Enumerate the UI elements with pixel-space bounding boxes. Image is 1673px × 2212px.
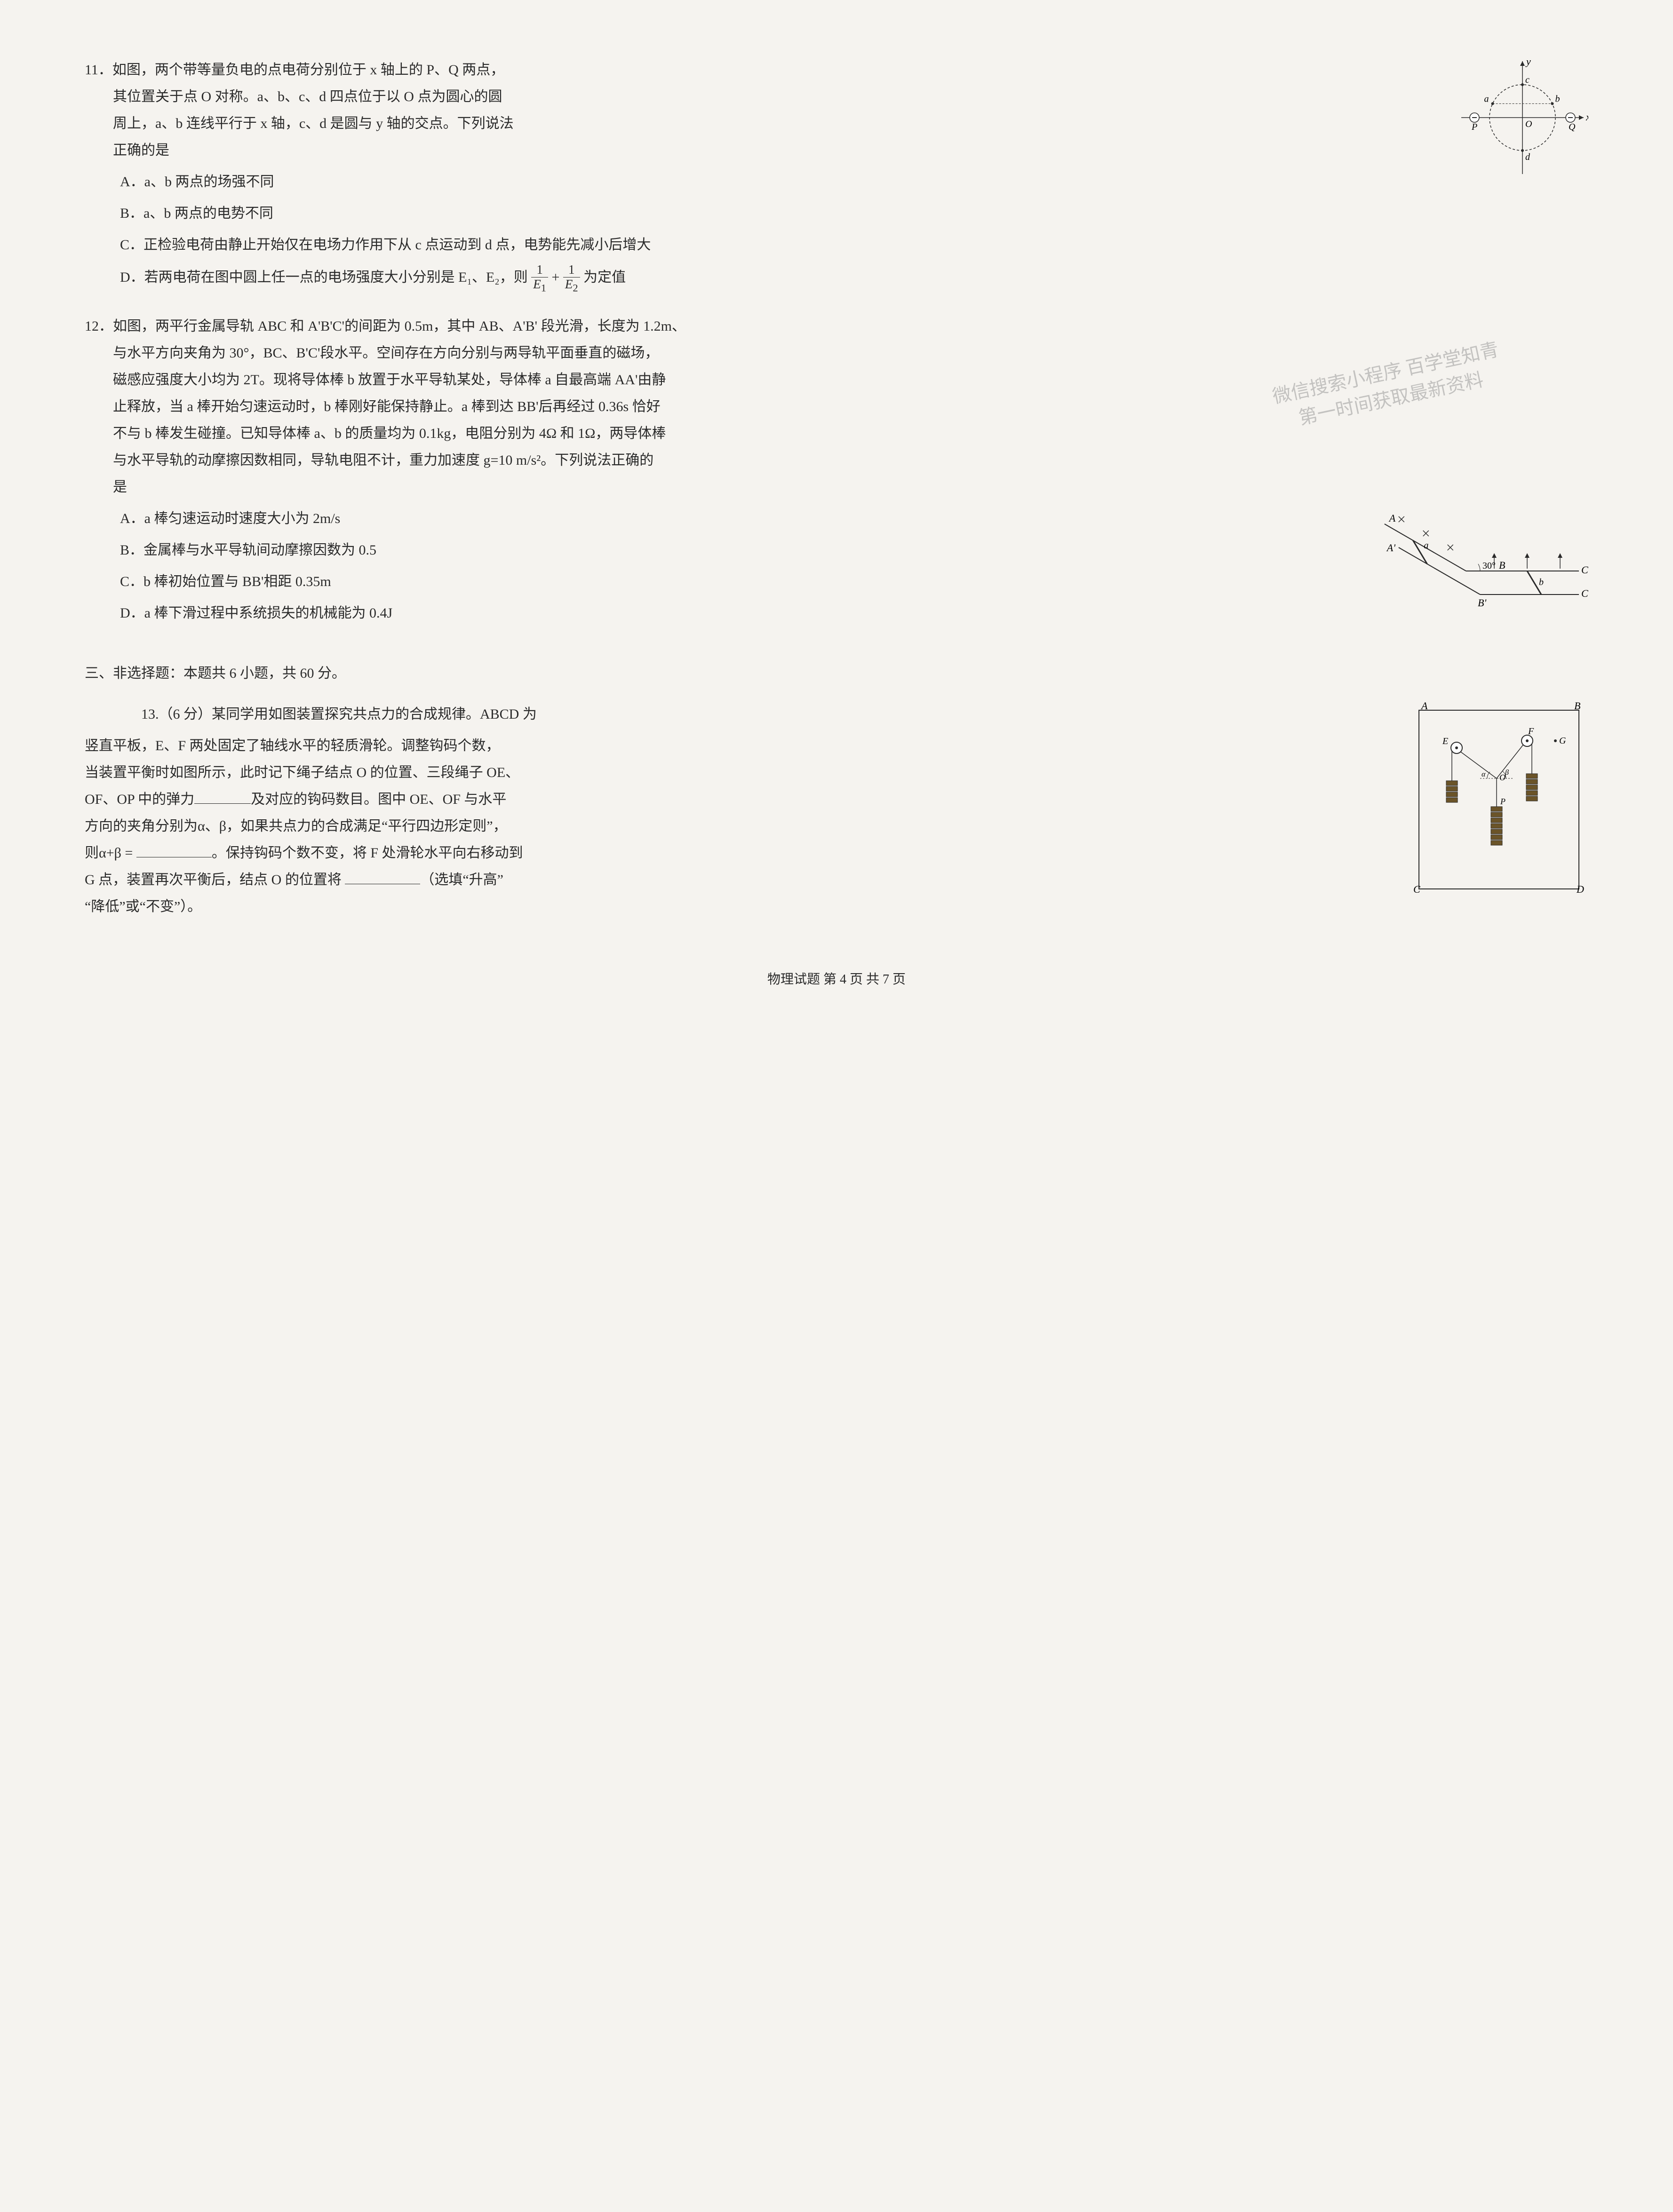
question-12: 12．如图，两平行金属导轨 ABC 和 A'B'C'的间距为 0.5m，其中 A… xyxy=(85,313,1588,641)
svg-text:B: B xyxy=(1499,559,1505,571)
q13-number: 13.（6 分） xyxy=(141,706,212,722)
svg-text:C': C' xyxy=(1581,587,1588,599)
q11-line2: 其位置关于点 O 对称。a、b、c、d 四点位于以 O 点为圆心的圆 xyxy=(85,83,1442,110)
q11-frac-1: 1E1 xyxy=(531,263,548,294)
q11-text: 11．如图，两个带等量负电的点电荷分别位于 x 轴上的 P、Q 两点， 其位置关… xyxy=(85,56,1442,227)
q12-diagram: A A' 30°B B' C C' a b xyxy=(1344,500,1588,641)
q12-line6: 与水平导轨的动摩擦因数相同，导轨电阻不计，重力加速度 g=10 m/s²。下列说… xyxy=(85,447,1588,474)
svg-text:a: a xyxy=(1424,540,1428,551)
svg-text:30°: 30° xyxy=(1482,561,1496,571)
q13-line4-post: 及对应的钩码数目。图中 OE、OF 与水平 xyxy=(251,792,506,807)
q13-line6: 则α+β = 。保持钩码个数不变，将 F 处滑轮水平向右移动到 xyxy=(85,840,1395,866)
blank-2 xyxy=(136,843,212,857)
q13-diagram: ABCDEFGOPαβ xyxy=(1410,701,1588,920)
svg-text:d: d xyxy=(1525,152,1530,162)
q11-flex: 11．如图，两个带等量负电的点电荷分别位于 x 轴上的 P、Q 两点， 其位置关… xyxy=(85,56,1588,227)
svg-text:a: a xyxy=(1484,94,1489,104)
q11-number: 11． xyxy=(85,62,112,78)
svg-text:P: P xyxy=(1471,122,1477,132)
q13-line2: 竖直平板，E、F 两处固定了轴线水平的轻质滑轮。调整钩码个数， xyxy=(85,732,1395,759)
q12-opt-b: B．金属棒与水平导轨间动摩擦因数为 0.5 xyxy=(120,537,1330,563)
q11-diagram: x y O P Qa b c d xyxy=(1457,56,1588,227)
svg-text:B: B xyxy=(1574,701,1580,712)
q12-opt-c: C．b 棒初始位置与 BB'相距 0.35m xyxy=(120,568,1330,595)
svg-text:b: b xyxy=(1555,94,1560,104)
svg-text:P: P xyxy=(1500,797,1506,806)
q13-line7-post: （选填“升高” xyxy=(420,872,503,888)
q11-frac-2: 1E2 xyxy=(563,263,580,294)
svg-text:C: C xyxy=(1413,883,1420,895)
q11-svg: x y O P Qa b c d xyxy=(1457,56,1588,179)
svg-text:E: E xyxy=(1442,736,1448,746)
q12-line5: 不与 b 棒发生碰撞。已知导体棒 a、b 的质量均为 0.1kg，电阻分别为 4… xyxy=(85,420,1588,447)
q13-line7: G 点，装置再次平衡后，结点 O 的位置将 （选填“升高” xyxy=(85,866,1395,893)
q12-line2: 与水平方向夹角为 30°，BC、B'C'段水平。空间存在方向分别与两导轨平面垂直… xyxy=(85,340,1588,366)
q11-line3: 周上，a、b 连线平行于 x 轴，c、d 是圆与 y 轴的交点。下列说法 xyxy=(85,110,1442,137)
q13-stem-1: 13.（6 分）某同学用如图装置探究共点力的合成规律。ABCD 为 xyxy=(85,701,1395,728)
svg-text:O: O xyxy=(1525,119,1532,129)
q11-opt-d-post: 为定值 xyxy=(583,270,626,285)
q11-stem-1: 11．如图，两个带等量负电的点电荷分别位于 x 轴上的 P、Q 两点， xyxy=(85,56,1442,83)
q11-opt-b: B．a、b 两点的电势不同 xyxy=(120,200,1442,227)
q12-line1: 如图，两平行金属导轨 ABC 和 A'B'C'的间距为 0.5m，其中 AB、A… xyxy=(113,318,686,334)
q13-line7-pre: G 点，装置再次平衡后，结点 O 的位置将 xyxy=(85,872,345,888)
q11-opt-d-pre: D．若两电荷在图中圆上任一点的电场强度大小分别是 E₁、E₂，则 xyxy=(120,270,528,285)
q12-stem-1: 12．如图，两平行金属导轨 ABC 和 A'B'C'的间距为 0.5m，其中 A… xyxy=(85,313,1588,340)
svg-text:x: x xyxy=(1585,111,1588,123)
section-3-title: 三、非选择题：本题共 6 小题，共 60 分。 xyxy=(85,660,1588,687)
page-footer: 物理试题 第 4 页 共 7 页 xyxy=(85,967,1588,992)
blank-1 xyxy=(194,790,251,804)
q12-svg: A A' 30°B B' C C' a b xyxy=(1344,500,1588,632)
q13-line3: 当装置平衡时如图所示，此时记下绳子结点 O 的位置、三段绳子 OE、 xyxy=(85,759,1395,786)
q13-line6-pre: 则α+β = xyxy=(85,845,136,861)
q13-text: 13.（6 分）某同学用如图装置探究共点力的合成规律。ABCD 为 竖直平板，E… xyxy=(85,701,1395,920)
q12-opts: A．a 棒匀速运动时速度大小为 2m/s B．金属棒与水平导轨间动摩擦因数为 0… xyxy=(85,500,1330,641)
q12-opt-d: D．a 棒下滑过程中系统损失的机械能为 0.4J xyxy=(120,600,1330,626)
svg-text:C: C xyxy=(1581,564,1588,576)
svg-text:α: α xyxy=(1482,770,1486,778)
svg-text:y: y xyxy=(1525,56,1531,67)
q13-line1: 某同学用如图装置探究共点力的合成规律。ABCD 为 xyxy=(212,706,537,722)
q11-opt-c: C．正检验电荷由静止开始仅在电场力作用下从 c 点运动到 d 点，电势能先减小后… xyxy=(120,231,1588,258)
svg-text:b: b xyxy=(1539,577,1544,587)
question-13: 13.（6 分）某同学用如图装置探究共点力的合成规律。ABCD 为 竖直平板，E… xyxy=(85,701,1588,920)
svg-text:D: D xyxy=(1576,883,1584,895)
q12-line4: 止释放，当 a 棒开始匀速运动时，b 棒刚好能保持静止。a 棒到达 BB'后再经… xyxy=(85,393,1588,420)
q13-line8: “降低”或“不变”）。 xyxy=(85,893,1395,920)
svg-text:A': A' xyxy=(1386,542,1395,554)
q11-line4: 正确的是 xyxy=(85,137,1442,164)
q13-line4: OF、OP 中的弹力 及对应的钩码数目。图中 OE、OF 与水平 xyxy=(85,786,1395,813)
svg-text:B': B' xyxy=(1478,597,1486,609)
question-11: 11．如图，两个带等量负电的点电荷分别位于 x 轴上的 P、Q 两点， 其位置关… xyxy=(85,56,1588,294)
q11-opt-a: A．a、b 两点的场强不同 xyxy=(120,168,1442,195)
q13-svg: ABCDEFGOPαβ xyxy=(1410,701,1588,898)
svg-text:G: G xyxy=(1559,736,1566,746)
q13-flex: 13.（6 分）某同学用如图装置探究共点力的合成规律。ABCD 为 竖直平板，E… xyxy=(85,701,1588,920)
q13-line4-pre: OF、OP 中的弹力 xyxy=(85,792,194,807)
q13-line5: 方向的夹角分别为α、β，如果共点力的合成满足“平行四边形定则”， xyxy=(85,813,1395,840)
svg-text:c: c xyxy=(1525,75,1530,85)
svg-text:F: F xyxy=(1528,726,1534,737)
svg-text:A: A xyxy=(1388,512,1396,524)
svg-text:β: β xyxy=(1505,769,1509,777)
q11-line1: 如图，两个带等量负电的点电荷分别位于 x 轴上的 P、Q 两点， xyxy=(112,62,504,78)
svg-text:A: A xyxy=(1420,701,1428,712)
q12-number: 12． xyxy=(85,318,113,334)
blank-3 xyxy=(345,870,420,884)
q11-opt-d: D．若两电荷在图中圆上任一点的电场强度大小分别是 E₁、E₂，则 1E1 + 1… xyxy=(120,263,1588,294)
q12-opt-a: A．a 棒匀速运动时速度大小为 2m/s xyxy=(120,505,1330,532)
q13-line6-post: 。保持钩码个数不变，将 F 处滑轮水平向右移动到 xyxy=(212,845,523,861)
svg-text:Q: Q xyxy=(1569,122,1576,132)
q12-line7: 是 xyxy=(85,474,1588,500)
q12-opts-flex: A．a 棒匀速运动时速度大小为 2m/s B．金属棒与水平导轨间动摩擦因数为 0… xyxy=(85,500,1588,641)
q12-line3: 磁感应强度大小均为 2T。现将导体棒 b 放置于水平导轨某处，导体棒 a 自最高… xyxy=(85,366,1588,393)
